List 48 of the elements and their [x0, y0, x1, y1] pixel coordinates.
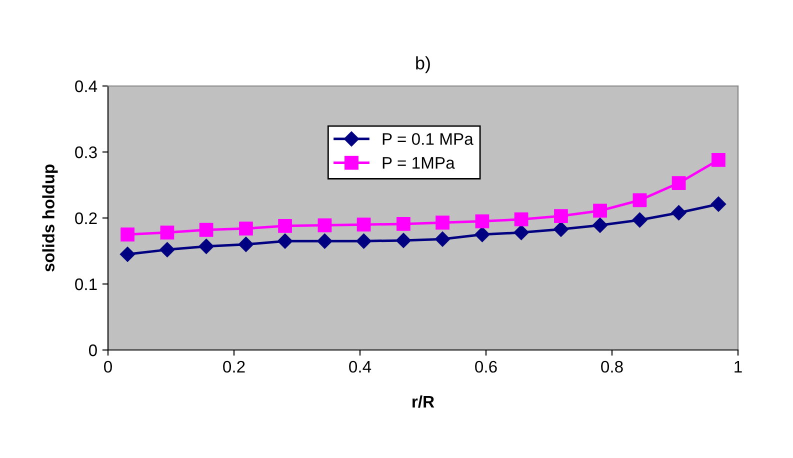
- point: [396, 216, 410, 231]
- point: [712, 152, 726, 167]
- point: [160, 226, 174, 240]
- point: [672, 176, 686, 190]
- x-tick-label: 0.6: [475, 360, 497, 373]
- legend-label: P = 1MPa: [382, 157, 455, 169]
- chart-title: b): [416, 56, 430, 74]
- x-axis-title: r/R: [412, 395, 434, 408]
- point: [632, 193, 647, 208]
- point: [475, 214, 490, 228]
- point: [239, 222, 253, 236]
- point: [474, 226, 490, 242]
- point: [277, 234, 293, 249]
- y-tick-label: 0.1: [75, 278, 97, 290]
- point: [198, 238, 214, 254]
- point: [396, 232, 412, 248]
- point: [671, 205, 686, 220]
- point: [120, 246, 136, 262]
- point: [593, 204, 607, 218]
- point: [199, 222, 214, 237]
- y-axis-title: solids holdup: [42, 164, 58, 272]
- y-tick-label: 0.4: [75, 80, 98, 92]
- point: [238, 236, 254, 252]
- point: [710, 196, 726, 212]
- point: [317, 234, 332, 249]
- point: [356, 218, 371, 232]
- point: [592, 218, 608, 233]
- point: [514, 212, 528, 226]
- x-tick-label: 0.2: [223, 360, 245, 373]
- point: [514, 224, 529, 240]
- y-tick-label: 0.2: [75, 212, 97, 224]
- x-tick-label: 0.8: [601, 360, 623, 373]
- x-tick-label: 1: [734, 361, 742, 372]
- point: [553, 222, 569, 237]
- point: [120, 228, 134, 242]
- x-tick-label: 0: [104, 360, 112, 373]
- point: [436, 216, 450, 230]
- point: [554, 209, 568, 223]
- point: [434, 232, 450, 247]
- point: [318, 218, 332, 232]
- point: [278, 218, 292, 233]
- point: [160, 242, 175, 258]
- legend-label: P = 0.1 MPa: [382, 133, 474, 145]
- x-tick-label: 0.4: [349, 360, 372, 373]
- point: [632, 212, 648, 228]
- point: [356, 234, 372, 249]
- y-tick-label: 0: [88, 344, 97, 356]
- y-tick-label: 0.3: [75, 146, 97, 158]
